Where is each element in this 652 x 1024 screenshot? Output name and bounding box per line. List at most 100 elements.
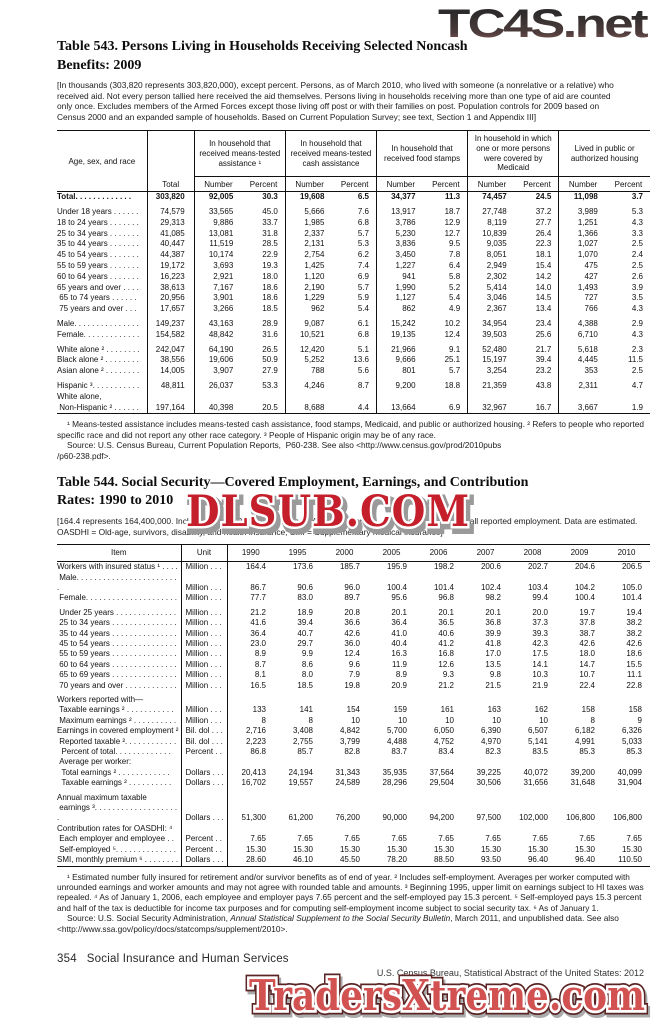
data-cell: 100.4 bbox=[386, 582, 407, 592]
column-subheader-number: Number bbox=[284, 176, 334, 192]
data-cell: 41.8 bbox=[485, 638, 501, 648]
data-cell: 15,242 bbox=[375, 318, 425, 330]
data-cell: 7.65 bbox=[438, 834, 454, 844]
source-prefix: Source: U.S. Social Security Administrat… bbox=[67, 913, 231, 924]
data-cell: 801 bbox=[375, 366, 425, 377]
data-cell: 12.7 bbox=[444, 228, 461, 238]
row-label: SMI, monthly premium ⁶ . . . . . . . . bbox=[57, 855, 179, 865]
data-cell: 10 bbox=[492, 715, 501, 725]
data-cell: 20,956 bbox=[146, 293, 195, 305]
row-label: Black alone ² . . . . . . . . bbox=[57, 355, 139, 365]
data-cell: 2.5 bbox=[631, 239, 643, 249]
data-cell: 37.3 bbox=[532, 618, 548, 628]
data-cell: 7.8 bbox=[449, 250, 461, 260]
row-label: 25 to 34 years . . . . . . . bbox=[57, 228, 139, 238]
data-cell: 18.0 bbox=[579, 649, 595, 659]
data-cell: 10 bbox=[351, 715, 360, 725]
data-cell: 16.5 bbox=[226, 680, 274, 692]
data-cell: 7.9 bbox=[348, 670, 360, 680]
data-cell: 303,820 bbox=[146, 191, 195, 203]
data-cell: 5.1 bbox=[357, 344, 369, 354]
data-cell: 27.9 bbox=[262, 366, 278, 376]
data-cell: 2,131 bbox=[284, 239, 334, 251]
data-cell bbox=[274, 695, 321, 705]
data-cell: 11,098 bbox=[558, 191, 607, 203]
row-label: Taxable earnings ² . . . . . . . . . . bbox=[57, 778, 172, 788]
data-cell: 18.6 bbox=[262, 282, 278, 292]
data-cell: 1,120 bbox=[284, 271, 334, 283]
data-cell bbox=[226, 757, 274, 768]
data-cell: 45.50 bbox=[339, 855, 360, 865]
data-cell: 13.5 bbox=[485, 659, 501, 669]
data-cell bbox=[556, 695, 603, 705]
data-cell: 41,085 bbox=[146, 228, 195, 240]
row-label: Asian alone ² . . . . . . . . bbox=[57, 366, 140, 376]
data-cell bbox=[321, 757, 368, 767]
table-row: Total. . . . . . . . . . . . . 303,820 92,… bbox=[57, 191, 650, 203]
data-cell: 1,990 bbox=[375, 282, 425, 294]
data-cell: 2,223 bbox=[226, 736, 274, 748]
unit-cell bbox=[180, 695, 227, 706]
data-cell: 21,359 bbox=[467, 380, 516, 392]
table-row: SMI, monthly premium ⁶ . . . . . . . . Do… bbox=[57, 855, 650, 867]
data-cell: 7.65 bbox=[579, 834, 595, 844]
data-cell: 18.5 bbox=[297, 680, 313, 690]
data-cell: 31,656 bbox=[523, 778, 548, 788]
data-cell: 12.6 bbox=[438, 659, 454, 669]
data-cell bbox=[509, 695, 556, 705]
data-cell: 1,251 bbox=[558, 217, 607, 229]
data-cell: 39.4 bbox=[297, 618, 313, 628]
data-cell: 5,700 bbox=[386, 726, 407, 736]
data-cell: 19,172 bbox=[146, 260, 195, 272]
data-cell: 34,954 bbox=[467, 318, 516, 330]
data-cell: 98.2 bbox=[485, 593, 501, 603]
data-cell: 74,579 bbox=[146, 206, 195, 218]
column-subheader-number: Number bbox=[467, 176, 516, 192]
row-label: 35 to 44 years . . . . . . . bbox=[57, 239, 139, 249]
data-cell: 15.4 bbox=[535, 260, 552, 270]
table-row: Total earnings ² . . . . . . . . . . . .… bbox=[57, 767, 650, 779]
data-cell: 32,967 bbox=[467, 391, 516, 414]
data-cell: 20.1 bbox=[438, 607, 454, 617]
row-label: Under 18 years . . . . . . bbox=[57, 206, 139, 216]
row-label: 65 years and over . . . . bbox=[57, 282, 139, 292]
data-cell: 5.2 bbox=[449, 282, 461, 292]
data-cell: 21,966 bbox=[375, 344, 425, 356]
data-cell: 19.7 bbox=[579, 607, 595, 617]
table-543-source: Source: U.S. Census Bureau, Current Popu… bbox=[57, 440, 502, 461]
section-table-543: Table 543. Persons Living in Households … bbox=[57, 38, 650, 461]
data-cell: 14.7 bbox=[579, 659, 595, 669]
data-cell: 4,842 bbox=[339, 726, 360, 736]
data-cell: 202.7 bbox=[527, 562, 548, 572]
table-row: 25 to 34 years . . . . . . . 41,085 13,081… bbox=[57, 228, 650, 240]
data-cell: 2.4 bbox=[631, 250, 643, 260]
data-cell: 100.4 bbox=[574, 593, 595, 603]
data-cell: 38,613 bbox=[146, 282, 195, 294]
data-cell: 5.3 bbox=[631, 206, 643, 216]
data-cell: 6.5 bbox=[357, 192, 369, 202]
data-cell: 242,047 bbox=[146, 344, 195, 356]
data-cell: 200.6 bbox=[480, 562, 501, 572]
data-cell: 3,989 bbox=[558, 206, 607, 218]
data-cell: 8.9 bbox=[395, 670, 407, 680]
unit-cell: Percent . . bbox=[180, 834, 227, 845]
data-cell: 17,657 bbox=[146, 304, 195, 315]
row-label: 55 to 59 years . . . . . . . bbox=[57, 260, 139, 270]
data-cell: 40,447 bbox=[146, 239, 195, 251]
column-header-total: Total bbox=[146, 130, 195, 192]
data-cell: 862 bbox=[375, 304, 425, 315]
data-cell: 90.6 bbox=[297, 582, 313, 592]
source-suffix: , March 2011, and unpublished data. See … bbox=[57, 913, 619, 934]
data-cell: 26,037 bbox=[193, 380, 243, 392]
data-cell: 15.30 bbox=[292, 844, 313, 854]
data-cell: 40,099 bbox=[617, 767, 642, 777]
row-label: Self-employed ⁵. . . . . . . . . . . . .… bbox=[57, 844, 176, 854]
data-cell: 31.8 bbox=[262, 228, 278, 238]
data-cell: 96.0 bbox=[344, 582, 360, 592]
data-cell: 27.7 bbox=[535, 217, 552, 227]
data-cell: 21.2 bbox=[438, 680, 454, 690]
column-subheader-percent: Percent bbox=[242, 176, 286, 192]
data-cell: 8 bbox=[590, 715, 595, 725]
data-cell: 4,991 bbox=[574, 736, 595, 746]
row-label: Workers reported with— bbox=[57, 695, 144, 705]
